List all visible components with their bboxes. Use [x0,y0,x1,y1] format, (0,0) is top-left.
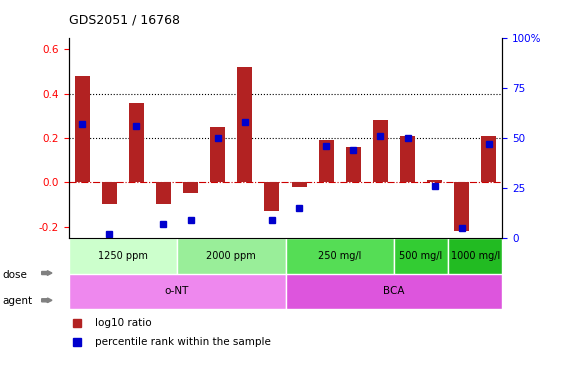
Text: 2000 ppm: 2000 ppm [206,251,256,261]
Bar [292,182,307,187]
Bar [481,136,496,182]
FancyBboxPatch shape [69,273,286,310]
Bar [129,103,144,182]
Bar [455,182,469,231]
Bar [373,120,388,182]
Bar [102,182,116,204]
Text: BCA: BCA [383,286,405,296]
Bar [400,136,415,182]
FancyBboxPatch shape [177,238,286,273]
FancyBboxPatch shape [69,238,177,273]
Text: agent: agent [3,296,33,306]
Bar [346,147,361,182]
Bar [427,180,442,182]
FancyBboxPatch shape [286,273,502,310]
Bar [210,127,225,182]
FancyBboxPatch shape [394,238,448,273]
Bar [156,182,171,204]
Text: percentile rank within the sample: percentile rank within the sample [95,337,271,347]
Bar [75,76,90,182]
Text: 1250 ppm: 1250 ppm [98,251,148,261]
Text: o-NT: o-NT [165,286,189,296]
Text: GDS2051 / 16768: GDS2051 / 16768 [69,14,179,27]
Text: 1000 mg/l: 1000 mg/l [451,251,500,261]
Text: log10 ratio: log10 ratio [95,318,151,328]
Bar [264,182,279,211]
Bar [319,140,333,182]
Text: 250 mg/l: 250 mg/l [318,251,361,261]
Bar [238,67,252,182]
FancyBboxPatch shape [286,238,394,273]
Bar [183,182,198,194]
Text: 500 mg/l: 500 mg/l [400,251,443,261]
FancyBboxPatch shape [448,238,502,273]
Text: dose: dose [3,270,28,280]
